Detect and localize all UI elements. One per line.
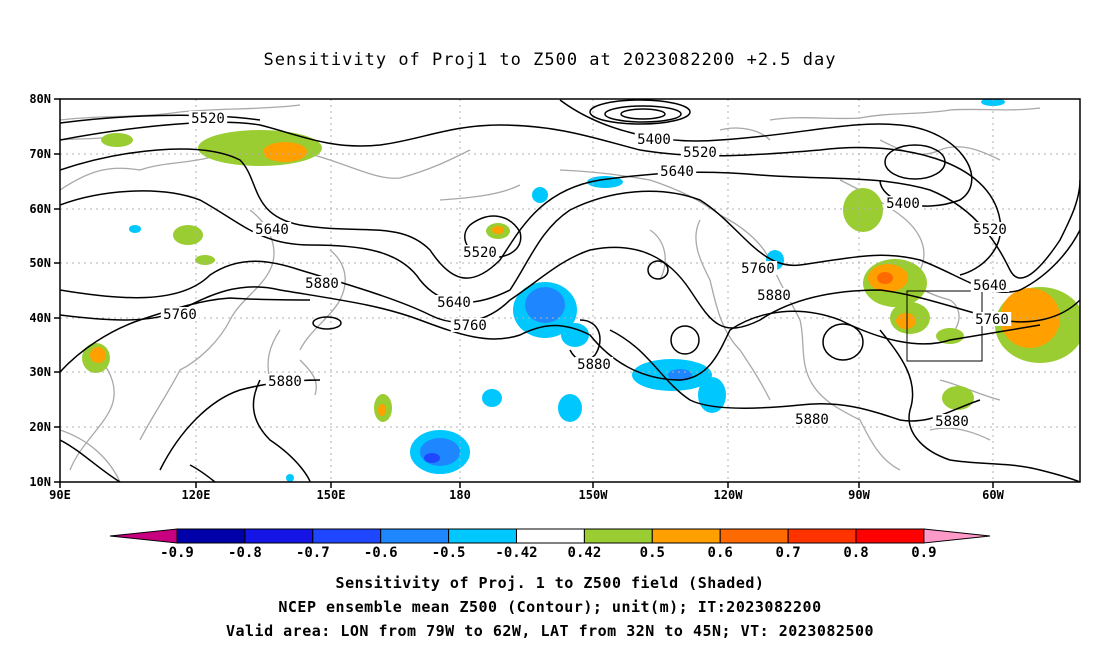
contour-label: 5880 bbox=[757, 288, 791, 304]
colorbar: -0.9 -0.8 -0.7 -0.6 -0.5 -0.42 0.42 0.5 0.6 0.7 0.… bbox=[109, 528, 991, 561]
caption-line-3: Valid area: LON from 79W to 62W, LAT fro… bbox=[225, 622, 875, 640]
colorbar-segment bbox=[244, 528, 314, 544]
contour-label-bg bbox=[754, 288, 794, 302]
y-tick-label: 80N bbox=[29, 92, 51, 106]
contour-label-bg bbox=[460, 245, 500, 259]
contour-label-bg bbox=[160, 307, 200, 321]
colorbar-segment bbox=[787, 528, 857, 544]
y-tick-label: 40N bbox=[29, 311, 51, 325]
colorbar-label: -0.6 bbox=[364, 545, 398, 561]
colorbar-label: -0.5 bbox=[432, 545, 466, 561]
contour-label: 5520 bbox=[463, 245, 497, 261]
colorbar-segment bbox=[380, 528, 450, 544]
contour-label: 5880 bbox=[305, 276, 339, 292]
map-frame bbox=[59, 98, 1081, 483]
map-axes: 90E 120E 150E 180 150W 120W 90W 60W 10N 20N 30N 40N… bbox=[29, 92, 1004, 502]
contour-label-bg bbox=[932, 414, 972, 428]
map-panel bbox=[59, 98, 1081, 483]
colorbar-extend-low bbox=[109, 528, 178, 544]
x-tick-label: 90W bbox=[848, 488, 870, 502]
contour-label: 5760 bbox=[163, 307, 197, 323]
colorbar-segment bbox=[448, 528, 518, 544]
y-tick-label: 10N bbox=[29, 475, 51, 489]
contour-label-bg bbox=[188, 111, 228, 125]
colorbar-label: 0.6 bbox=[708, 545, 733, 561]
contour-label: 5400 bbox=[637, 132, 671, 148]
colorbar-segment bbox=[516, 528, 585, 544]
contour-label-bg bbox=[970, 278, 1010, 292]
y-tick-label: 70N bbox=[29, 147, 51, 161]
y-tick-label: 30N bbox=[29, 365, 51, 379]
colorbar-segment bbox=[583, 528, 653, 544]
contour-label: 5880 bbox=[268, 374, 302, 390]
contour-label-bg bbox=[252, 222, 292, 236]
colorbar-label: -0.8 bbox=[228, 545, 262, 561]
contour-label: 5640 bbox=[973, 278, 1007, 294]
contour-label: 5400 bbox=[886, 196, 920, 212]
contour-label-bg bbox=[972, 312, 1012, 326]
colorbar-label: 0.42 bbox=[568, 545, 602, 561]
colorbar-label: 0.9 bbox=[911, 545, 936, 561]
colorbar-segment bbox=[176, 528, 246, 544]
contour-label-bg bbox=[302, 276, 342, 290]
contour-label-bg bbox=[970, 222, 1010, 236]
contour-label-bg bbox=[738, 261, 778, 275]
colorbar-label: -0.42 bbox=[495, 545, 537, 561]
contour-label: 5880 bbox=[795, 412, 829, 428]
y-tick-label: 20N bbox=[29, 420, 51, 434]
contour-label: 5520 bbox=[973, 222, 1007, 238]
contour-label-bg bbox=[883, 196, 923, 210]
colorbar-extend-high bbox=[923, 528, 991, 544]
colorbar-segment bbox=[855, 528, 925, 544]
contour-label: 5640 bbox=[437, 295, 471, 311]
x-tick-label: 90E bbox=[49, 488, 71, 502]
contour-label-bg bbox=[265, 374, 305, 388]
contour-label: 5760 bbox=[453, 318, 487, 334]
colorbar-label: -0.7 bbox=[296, 545, 330, 561]
contour-label-bg bbox=[574, 357, 614, 371]
contour-label-bg bbox=[434, 295, 474, 309]
x-tick-label: 150W bbox=[579, 488, 609, 502]
contour-label-bg bbox=[450, 318, 490, 332]
contour-label: 5520 bbox=[191, 111, 225, 127]
plot-title: Sensitivity of Proj1 to Z500 at 20230822… bbox=[263, 50, 837, 70]
contour-label: 5640 bbox=[255, 222, 289, 238]
x-tick-label: 120E bbox=[182, 488, 211, 502]
contour-label-bg bbox=[680, 145, 720, 159]
colorbar-segment bbox=[312, 528, 382, 544]
contour-labels: 5520 5400 5520 5640 5640 5520 5400 5520 5880 5760… bbox=[160, 111, 1012, 430]
contour-label-bg bbox=[657, 164, 697, 178]
y-tick-label: 60N bbox=[29, 202, 51, 216]
colorbar-label: 0.8 bbox=[843, 545, 868, 561]
contour-label-bg bbox=[792, 412, 832, 426]
colorbar-segment bbox=[651, 528, 721, 544]
contour-label-bg bbox=[634, 132, 674, 146]
contour-label: 5520 bbox=[683, 145, 717, 161]
contour-label: 5880 bbox=[577, 357, 611, 373]
colorbar-label: 0.5 bbox=[640, 545, 665, 561]
caption-line-1: Sensitivity of Proj. 1 to Z500 field (Sh… bbox=[335, 574, 765, 592]
x-tick-label: 150E bbox=[317, 488, 346, 502]
colorbar-label: 0.7 bbox=[775, 545, 800, 561]
contour-label: 5640 bbox=[660, 164, 694, 180]
x-tick-label: 180 bbox=[449, 488, 471, 502]
x-tick-label: 60W bbox=[982, 488, 1004, 502]
contour-label: 5760 bbox=[741, 261, 775, 277]
contour-label: 5760 bbox=[975, 312, 1009, 328]
x-tick-label: 120W bbox=[714, 488, 744, 502]
caption-line-2: NCEP ensemble mean Z500 (Contour); unit(… bbox=[278, 598, 822, 616]
contour-label: 5880 bbox=[935, 414, 969, 430]
y-tick-label: 50N bbox=[29, 256, 51, 270]
colorbar-label: -0.9 bbox=[160, 545, 194, 561]
colorbar-segment bbox=[719, 528, 789, 544]
